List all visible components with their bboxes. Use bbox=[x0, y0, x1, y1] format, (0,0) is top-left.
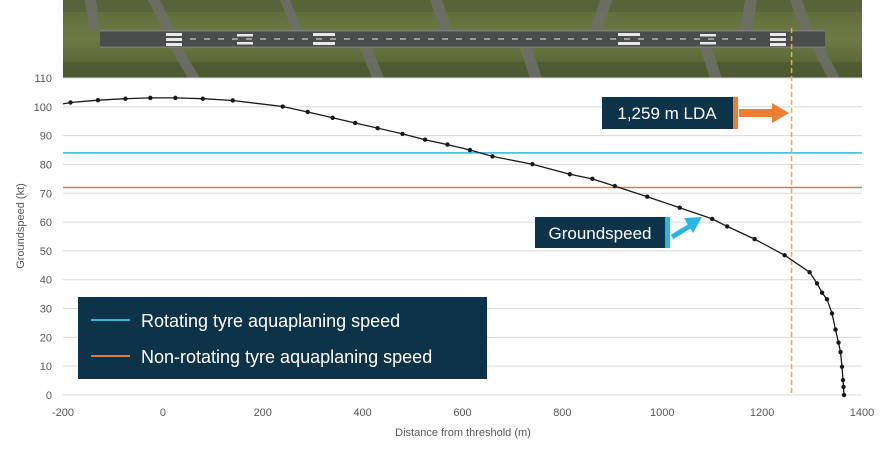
groundspeed-point bbox=[445, 142, 450, 147]
groundspeed-point bbox=[782, 253, 787, 258]
groundspeed-point bbox=[814, 281, 820, 286]
y-tick-label: 10 bbox=[40, 361, 52, 373]
groundspeed-point bbox=[841, 392, 847, 398]
y-tick-label: 110 bbox=[34, 73, 52, 85]
x-tick-label: 1000 bbox=[650, 407, 674, 419]
groundspeed-point bbox=[829, 311, 835, 316]
x-tick-label: 1400 bbox=[850, 407, 874, 419]
groundspeed-point bbox=[230, 98, 235, 103]
groundspeed-label: Groundspeed bbox=[548, 224, 651, 243]
groundspeed-point bbox=[280, 104, 285, 109]
groundspeed-point bbox=[612, 183, 618, 189]
groundspeed-point bbox=[422, 137, 428, 142]
groundspeed-point bbox=[841, 384, 846, 390]
groundspeed-point bbox=[645, 194, 650, 199]
groundspeed-point bbox=[123, 96, 128, 101]
groundspeed-callout-accent bbox=[665, 217, 670, 248]
y-tick-label: 70 bbox=[40, 188, 52, 200]
y-tick-label: 80 bbox=[40, 159, 52, 171]
groundspeed-point bbox=[824, 297, 830, 302]
x-tick-label: 800 bbox=[553, 407, 571, 419]
groundspeed-point bbox=[839, 364, 845, 369]
runway-aerial-photo bbox=[63, 0, 862, 78]
lda-arrow bbox=[739, 103, 789, 123]
groundspeed-point bbox=[833, 327, 838, 332]
groundspeed-point bbox=[709, 216, 715, 222]
y-tick-label: 20 bbox=[40, 332, 52, 344]
y-axis-title: Groundspeed (kt) bbox=[15, 183, 27, 269]
lda-callout-accent bbox=[733, 97, 738, 129]
y-tick-label: 50 bbox=[40, 246, 52, 258]
x-tick-label: -200 bbox=[52, 407, 74, 419]
groundspeed-point bbox=[400, 131, 405, 137]
groundspeed-series bbox=[62, 95, 847, 398]
y-tick-label: 40 bbox=[40, 275, 52, 287]
x-tick-label: 600 bbox=[453, 407, 471, 419]
x-tick-label: 400 bbox=[353, 407, 371, 419]
groundspeed-point bbox=[677, 205, 682, 210]
groundspeed-point bbox=[95, 97, 101, 103]
groundspeed-point bbox=[148, 95, 153, 101]
groundspeed-point bbox=[68, 100, 73, 105]
groundspeed-point bbox=[490, 154, 495, 159]
groundspeed-point bbox=[590, 176, 595, 182]
groundspeed-point bbox=[352, 120, 358, 126]
groundspeed-point bbox=[840, 377, 846, 383]
y-tick-label: 0 bbox=[46, 390, 52, 402]
reference-lines bbox=[63, 28, 862, 395]
groundspeed-point bbox=[838, 349, 843, 355]
legend: Rotating tyre aquaplaning speed Non-rota… bbox=[78, 297, 487, 379]
groundspeed-arrow bbox=[670, 217, 702, 240]
groundspeed-point bbox=[330, 115, 335, 120]
groundspeed-point bbox=[467, 147, 473, 153]
groundspeed-point bbox=[375, 125, 380, 131]
groundspeed-line bbox=[62, 97, 845, 396]
groundspeed-point bbox=[836, 340, 841, 345]
legend-label-non-rotating: Non-rotating tyre aquaplaning speed bbox=[141, 347, 432, 367]
groundspeed-callout-box bbox=[535, 217, 670, 248]
lda-label: 1,259 m LDA bbox=[617, 104, 717, 123]
groundspeed-point bbox=[200, 96, 206, 101]
x-axis-title: Distance from threshold (m) bbox=[395, 427, 531, 439]
groundspeed-callout: Groundspeed bbox=[535, 217, 702, 248]
x-tick-label: 0 bbox=[160, 407, 166, 419]
x-tick-label: 1200 bbox=[750, 407, 774, 419]
groundspeed-point bbox=[530, 161, 535, 167]
y-tick-label: 60 bbox=[40, 217, 52, 229]
groundspeed-point bbox=[567, 172, 573, 177]
x-tick-label: 200 bbox=[254, 407, 272, 419]
legend-label-rotating: Rotating tyre aquaplaning speed bbox=[141, 311, 400, 331]
y-tick-label: 100 bbox=[34, 102, 52, 114]
groundspeed-point bbox=[724, 224, 730, 229]
y-tick-label: 30 bbox=[40, 304, 52, 316]
lda-callout: 1,259 m LDA bbox=[602, 97, 789, 129]
groundspeed-point bbox=[819, 290, 825, 295]
groundspeed-point bbox=[173, 95, 178, 101]
groundspeed-point bbox=[752, 236, 757, 242]
groundspeed-point bbox=[305, 109, 310, 115]
y-tick-label: 90 bbox=[40, 131, 52, 143]
lda-callout-box bbox=[602, 97, 738, 129]
groundspeed-point bbox=[807, 270, 812, 275]
legend-box bbox=[78, 297, 487, 379]
